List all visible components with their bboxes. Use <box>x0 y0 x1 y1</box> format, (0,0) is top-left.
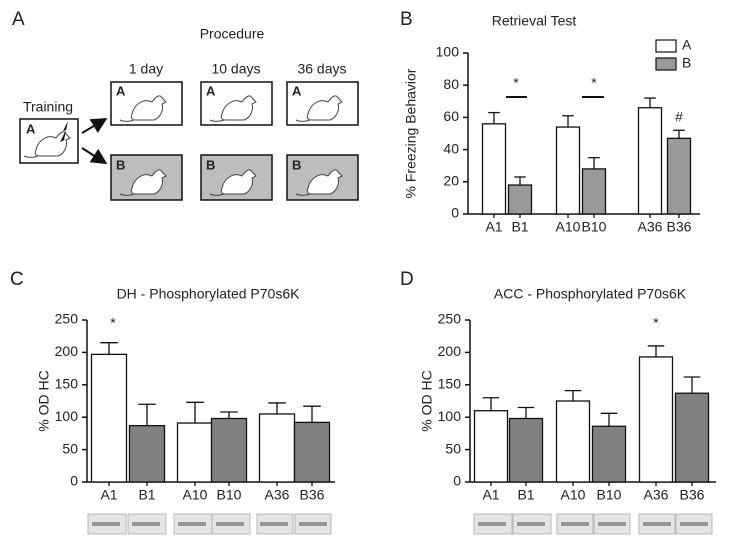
y-tick-label: 200 <box>55 343 79 359</box>
significance-mark: * <box>653 315 659 331</box>
bar <box>591 425 627 483</box>
panel-letter: C <box>10 269 24 290</box>
bar <box>473 410 509 483</box>
x-tick-label: A36 <box>644 487 669 503</box>
y-tick-label: 0 <box>451 205 459 221</box>
x-tick-label: B1 <box>511 219 528 235</box>
significance-mark: * <box>591 75 597 91</box>
bar <box>258 413 296 483</box>
shock-icon <box>60 121 68 142</box>
x-tick-label: A10 <box>183 487 208 503</box>
box-letter: A <box>116 83 126 98</box>
x-tick-label: B1 <box>517 487 534 503</box>
column-label: 36 days <box>297 61 346 77</box>
panel-letter: B <box>400 9 413 30</box>
diagram-title: Procedure <box>200 26 265 42</box>
legend-label: B <box>682 55 691 71</box>
x-tick-label: B36 <box>680 487 705 503</box>
box-letter: A <box>26 121 36 136</box>
bar <box>637 107 663 215</box>
bar <box>210 417 248 483</box>
training-label: Training <box>23 99 73 115</box>
bar-chart: Retrieval Test % Freezing Behavior 0 20 40 60… <box>403 13 700 235</box>
y-tick-label: 100 <box>436 44 460 60</box>
y-tick-label: 0 <box>70 473 78 489</box>
y-tick-label: 50 <box>445 440 461 456</box>
legend-label: A <box>682 37 692 53</box>
procedure-diagram: Procedure Training A 1 day 10 days 36 da… <box>19 26 359 201</box>
bar <box>666 137 692 215</box>
significance-mark: * <box>110 315 116 331</box>
bar-chart: DH - Phosphorylated P70s6K % OD HC 0 50 100 1… <box>36 286 335 503</box>
x-tick-label: A1 <box>482 487 499 503</box>
column-label: 1 day <box>129 61 163 77</box>
bar <box>555 400 591 483</box>
x-tick-label: A10 <box>561 487 586 503</box>
x-tick-label: A36 <box>265 487 290 503</box>
column-label: 10 days <box>211 61 260 77</box>
panel-letter: D <box>400 269 414 290</box>
arrow <box>81 147 108 165</box>
y-tick-label: 50 <box>62 440 78 456</box>
bar <box>581 168 607 215</box>
bar <box>555 126 581 215</box>
y-tick-label: 250 <box>438 311 462 327</box>
y-tick-label: 250 <box>55 311 79 327</box>
panel-letter: A <box>12 9 25 30</box>
x-tick-label: B10 <box>582 219 607 235</box>
western-blots <box>87 513 713 535</box>
significance-mark: # <box>675 109 683 125</box>
bar-chart: ACC - Phosphorylated P70s6K % OD HC 0 50 100… <box>419 286 716 503</box>
x-tick-label: A1 <box>100 487 117 503</box>
box-letter: A <box>206 83 216 98</box>
chart-title: Retrieval Test <box>492 13 577 29</box>
x-tick-label: B10 <box>217 487 242 503</box>
x-tick-label: B36 <box>667 219 692 235</box>
bar <box>638 356 674 483</box>
chart-title: DH - Phosphorylated P70s6K <box>117 286 301 302</box>
bar <box>481 123 507 215</box>
legend-swatch <box>655 57 677 71</box>
x-tick-label: B10 <box>597 487 622 503</box>
y-tick-label: 20 <box>443 173 459 189</box>
y-tick-label: 0 <box>453 473 461 489</box>
y-tick-label: 200 <box>438 343 462 359</box>
bar <box>90 353 128 483</box>
box-letter: B <box>206 157 215 172</box>
box-letter: B <box>292 157 301 172</box>
bar <box>293 421 331 483</box>
chart-title: ACC - Phosphorylated P70s6K <box>494 286 687 302</box>
y-axis-label: % OD HC <box>419 370 435 431</box>
y-axis-label: % OD HC <box>36 370 52 431</box>
bar <box>128 424 166 483</box>
y-tick-label: 150 <box>438 376 462 392</box>
box-letter: B <box>116 157 125 172</box>
y-tick-label: 100 <box>55 408 79 424</box>
box-letter: A <box>292 83 302 98</box>
y-tick-label: 80 <box>443 76 459 92</box>
bar <box>508 417 544 483</box>
x-tick-label: A10 <box>556 219 581 235</box>
bar <box>176 422 214 483</box>
x-tick-label: A36 <box>638 219 663 235</box>
x-tick-label: A1 <box>485 219 502 235</box>
x-tick-label: B36 <box>300 487 325 503</box>
legend-swatch <box>655 39 677 53</box>
y-tick-label: 40 <box>443 140 459 156</box>
significance-mark: * <box>513 75 519 91</box>
arrow <box>81 117 108 134</box>
panel-letters: A B C D <box>10 9 414 290</box>
y-tick-label: 150 <box>55 376 79 392</box>
bar <box>507 184 533 215</box>
y-tick-label: 100 <box>438 408 462 424</box>
y-axis-label: % Freezing Behavior <box>403 68 419 198</box>
y-tick-label: 60 <box>443 108 459 124</box>
x-tick-label: B1 <box>138 487 155 503</box>
bar <box>674 392 710 483</box>
